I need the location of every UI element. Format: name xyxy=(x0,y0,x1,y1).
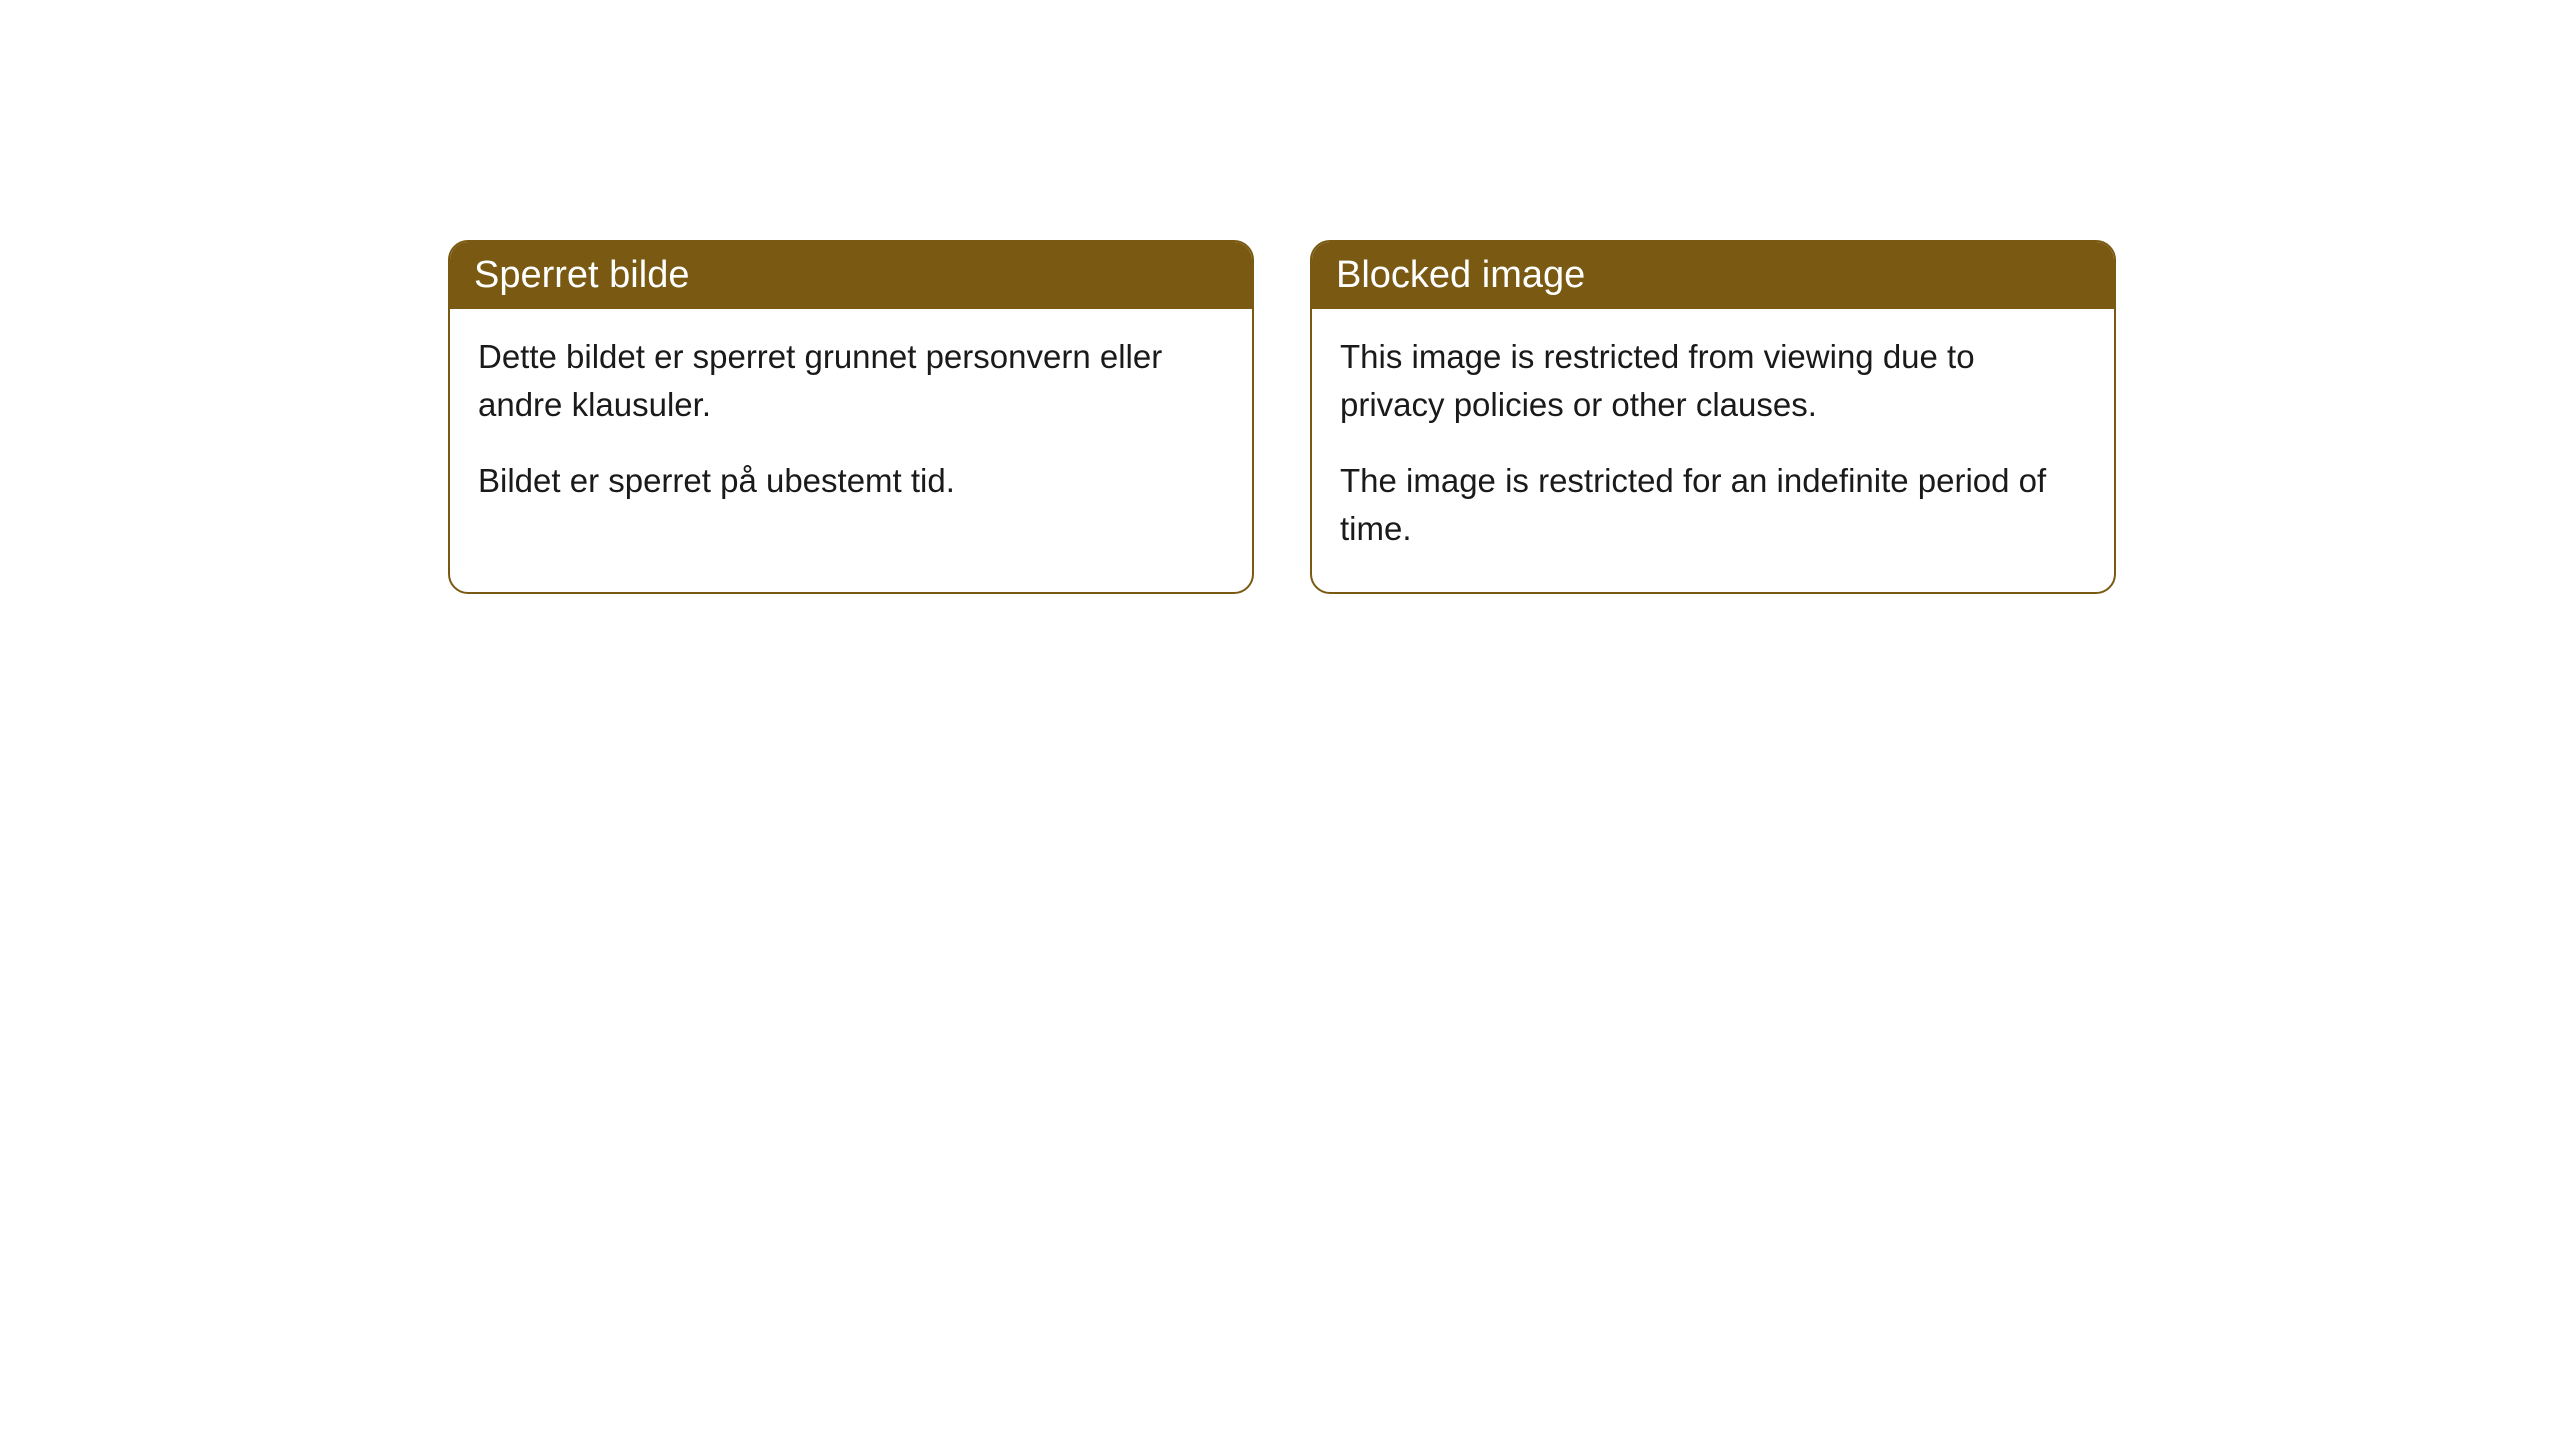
notice-card-english: Blocked image This image is restricted f… xyxy=(1310,240,2116,594)
card-paragraph: Bildet er sperret på ubestemt tid. xyxy=(478,457,1224,505)
card-header: Blocked image xyxy=(1312,242,2114,309)
card-body: Dette bildet er sperret grunnet personve… xyxy=(450,309,1252,545)
card-paragraph: Dette bildet er sperret grunnet personve… xyxy=(478,333,1224,429)
notice-card-norwegian: Sperret bilde Dette bildet er sperret gr… xyxy=(448,240,1254,594)
card-header: Sperret bilde xyxy=(450,242,1252,309)
card-paragraph: The image is restricted for an indefinit… xyxy=(1340,457,2086,553)
card-title: Blocked image xyxy=(1336,254,1585,296)
card-paragraph: This image is restricted from viewing du… xyxy=(1340,333,2086,429)
card-body: This image is restricted from viewing du… xyxy=(1312,309,2114,592)
notice-cards-container: Sperret bilde Dette bildet er sperret gr… xyxy=(0,0,2560,594)
card-title: Sperret bilde xyxy=(474,254,689,296)
